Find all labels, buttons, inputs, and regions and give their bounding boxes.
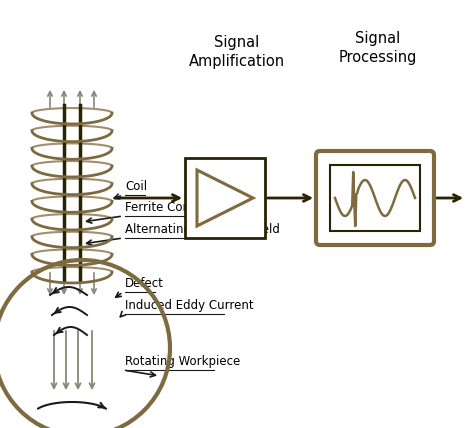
FancyBboxPatch shape <box>316 151 434 245</box>
Text: Induced Eddy Current: Induced Eddy Current <box>125 299 254 312</box>
Text: Signal
Processing: Signal Processing <box>339 31 417 65</box>
Text: Defect: Defect <box>125 277 164 290</box>
Text: Alternating Magnetic Field: Alternating Magnetic Field <box>125 223 280 236</box>
Text: Rotating Workpiece: Rotating Workpiece <box>125 355 240 368</box>
Text: Coil: Coil <box>125 180 147 193</box>
Bar <box>330 165 420 231</box>
Bar <box>185 158 265 238</box>
Text: Signal
Amplification: Signal Amplification <box>189 35 285 69</box>
Text: Ferrite Core: Ferrite Core <box>125 201 194 214</box>
